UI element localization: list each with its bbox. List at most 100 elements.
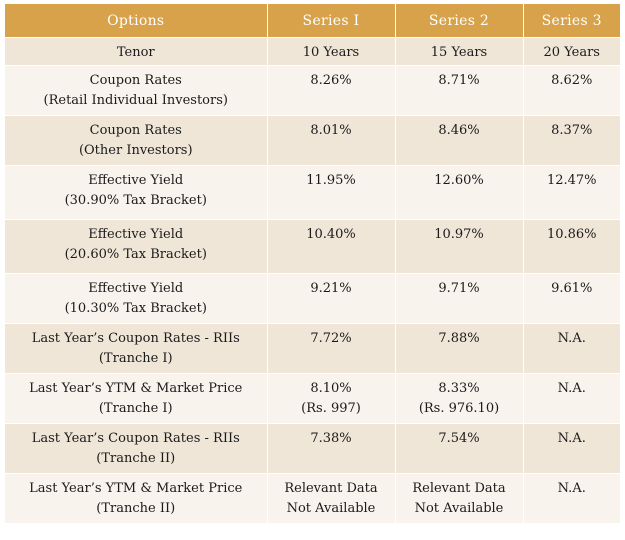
- row-label-cell: Effective Yield (30.90% Tax Bracket): [5, 165, 268, 220]
- cell-text-line: Coupon Rates: [89, 123, 182, 138]
- cell-text-line: 10.40%: [306, 227, 356, 242]
- cell-text-line: (30.90% Tax Bracket): [64, 193, 207, 208]
- series-1-cell: 8.10% (Rs. 997): [267, 373, 396, 424]
- series-2-cell: 8.46%: [395, 115, 524, 166]
- cell-text-line: 9.71%: [438, 281, 480, 296]
- cell-text-line: (Other Investors): [78, 143, 193, 158]
- cell-text-line: (Tranche I): [98, 351, 173, 366]
- cell-text-line: 8.46%: [438, 123, 480, 138]
- series-1-cell: 8.01%: [267, 115, 396, 166]
- cell-text-line: 20 Years: [543, 44, 600, 60]
- table-row: Tenor 10 Years 15 Years 20 Years: [5, 37, 620, 66]
- series-2-cell: Relevant Data Not Available: [395, 473, 524, 523]
- series-3-cell: N.A.: [523, 473, 620, 523]
- series-2-cell: 12.60%: [395, 165, 524, 220]
- table-row: Last Year’s Coupon Rates - RIIs (Tranche …: [5, 323, 620, 374]
- table-row: Effective Yield (20.60% Tax Bracket) 10.40…: [5, 219, 620, 274]
- table-row: Coupon Rates (Other Investors) 8.01% 8.46% 8…: [5, 115, 620, 166]
- cell-text-line: Tenor: [116, 44, 155, 60]
- cell-text-line: Not Available: [286, 501, 376, 516]
- series-1-cell: 7.72%: [267, 323, 396, 374]
- cell-text-line: Last Year’s Coupon Rates - RIIs: [31, 431, 240, 446]
- header-series-3: Series 3: [523, 4, 620, 38]
- row-label-cell: Coupon Rates (Retail Individual Investors…: [5, 65, 268, 116]
- cell-text-line: 8.37%: [551, 123, 593, 138]
- cell-text-line: (Rs. 997): [301, 401, 361, 416]
- series-3-cell: N.A.: [523, 423, 620, 474]
- cell-text-line: 8.62%: [551, 73, 593, 88]
- series-3-cell: N.A.: [523, 373, 620, 424]
- cell-text-line: Effective Yield: [88, 227, 184, 242]
- cell-text-line: Relevant Data: [412, 481, 506, 496]
- cell-text-line: 7.38%: [310, 431, 352, 446]
- series-2-cell: 8.71%: [395, 65, 524, 116]
- cell-text-line: 8.26%: [310, 73, 352, 88]
- header-options: Options: [5, 4, 268, 38]
- series-2-cell: 7.88%: [395, 323, 524, 374]
- cell-text-line: 10.97%: [434, 227, 484, 242]
- cell-text-line: 7.72%: [310, 331, 352, 346]
- series-3-cell: 12.47%: [523, 165, 620, 220]
- cell-text-line: 10.86%: [546, 227, 597, 242]
- cell-text-line: 7.54%: [438, 431, 480, 446]
- cell-text-line: N.A.: [557, 481, 586, 496]
- series-3-cell: 20 Years: [523, 37, 620, 66]
- cell-text-line: 10 Years: [302, 44, 360, 60]
- row-label-cell: Effective Yield (10.30% Tax Bracket): [5, 273, 268, 324]
- header-series-2: Series 2: [395, 4, 524, 38]
- table-row: Last Year’s Coupon Rates - RIIs (Tranche …: [5, 423, 620, 474]
- cell-text-line: (20.60% Tax Bracket): [64, 247, 207, 262]
- series-1-cell: 7.38%: [267, 423, 396, 474]
- cell-text-line: (Retail Individual Investors): [43, 93, 228, 108]
- series-3-cell: 10.86%: [523, 219, 620, 274]
- cell-text-line: Not Available: [414, 501, 504, 516]
- cell-text-line: 9.61%: [551, 281, 593, 296]
- cell-text-line: 7.88%: [438, 331, 480, 346]
- cell-text-line: N.A.: [557, 381, 586, 396]
- series-2-cell: 10.97%: [395, 219, 524, 274]
- cell-text-line: Effective Yield: [88, 173, 184, 188]
- series-2-cell: 7.54%: [395, 423, 524, 474]
- cell-text-line: Relevant Data: [284, 481, 378, 496]
- cell-text-line: (10.30% Tax Bracket): [64, 301, 207, 316]
- bond-series-table-container: Options Series I Series 2 Series 3 Tenor…: [5, 4, 620, 523]
- row-label-cell: Coupon Rates (Other Investors): [5, 115, 268, 166]
- cell-text-line: 11.95%: [306, 173, 356, 188]
- series-1-cell: 11.95%: [267, 165, 396, 220]
- cell-text-line: (Tranche II): [96, 501, 176, 516]
- cell-text-line: (Tranche I): [98, 401, 173, 416]
- table-header-row: Options Series I Series 2 Series 3: [5, 4, 620, 38]
- bond-series-table: Options Series I Series 2 Series 3 Tenor…: [5, 4, 620, 523]
- series-2-cell: 9.71%: [395, 273, 524, 324]
- table-row: Effective Yield (30.90% Tax Bracket) 11.95…: [5, 165, 620, 220]
- cell-text-line: Last Year’s YTM & Market Price: [29, 381, 243, 396]
- table-row: Effective Yield (10.30% Tax Bracket) 9.21%…: [5, 273, 620, 324]
- cell-text-line: N.A.: [557, 431, 586, 446]
- table-row: Last Year’s YTM & Market Price (Tranche I…: [5, 373, 620, 424]
- series-3-cell: N.A.: [523, 323, 620, 374]
- series-3-cell: 9.61%: [523, 273, 620, 324]
- cell-text-line: Coupon Rates: [89, 73, 182, 88]
- row-label-cell: Tenor: [5, 37, 268, 66]
- cell-text-line: Effective Yield: [88, 281, 184, 296]
- series-3-cell: 8.37%: [523, 115, 620, 166]
- series-1-cell: 10 Years: [267, 37, 396, 66]
- row-label-cell: Last Year’s YTM & Market Price (Tranche I…: [5, 473, 268, 523]
- cell-text-line: 9.21%: [310, 281, 352, 296]
- series-1-cell: Relevant Data Not Available: [267, 473, 396, 523]
- row-label-cell: Last Year’s Coupon Rates - RIIs (Tranche …: [5, 423, 268, 474]
- cell-text-line: 12.47%: [546, 173, 597, 188]
- row-label-cell: Last Year’s YTM & Market Price (Tranche I…: [5, 373, 268, 424]
- cell-text-line: 15 Years: [430, 44, 488, 60]
- cell-text-line: N.A.: [557, 331, 586, 346]
- cell-text-line: Last Year’s Coupon Rates - RIIs: [31, 331, 240, 346]
- header-series-1: Series I: [267, 4, 396, 38]
- series-3-cell: 8.62%: [523, 65, 620, 116]
- table-row: Coupon Rates (Retail Individual Investors…: [5, 65, 620, 116]
- cell-text-line: 8.71%: [438, 73, 480, 88]
- table-body: Tenor 10 Years 15 Years 20 Years Coupon Rate…: [5, 37, 620, 523]
- cell-text-line: 8.33%: [438, 381, 480, 396]
- series-1-cell: 8.26%: [267, 65, 396, 116]
- row-label-cell: Effective Yield (20.60% Tax Bracket): [5, 219, 268, 274]
- cell-text-line: 8.01%: [310, 123, 352, 138]
